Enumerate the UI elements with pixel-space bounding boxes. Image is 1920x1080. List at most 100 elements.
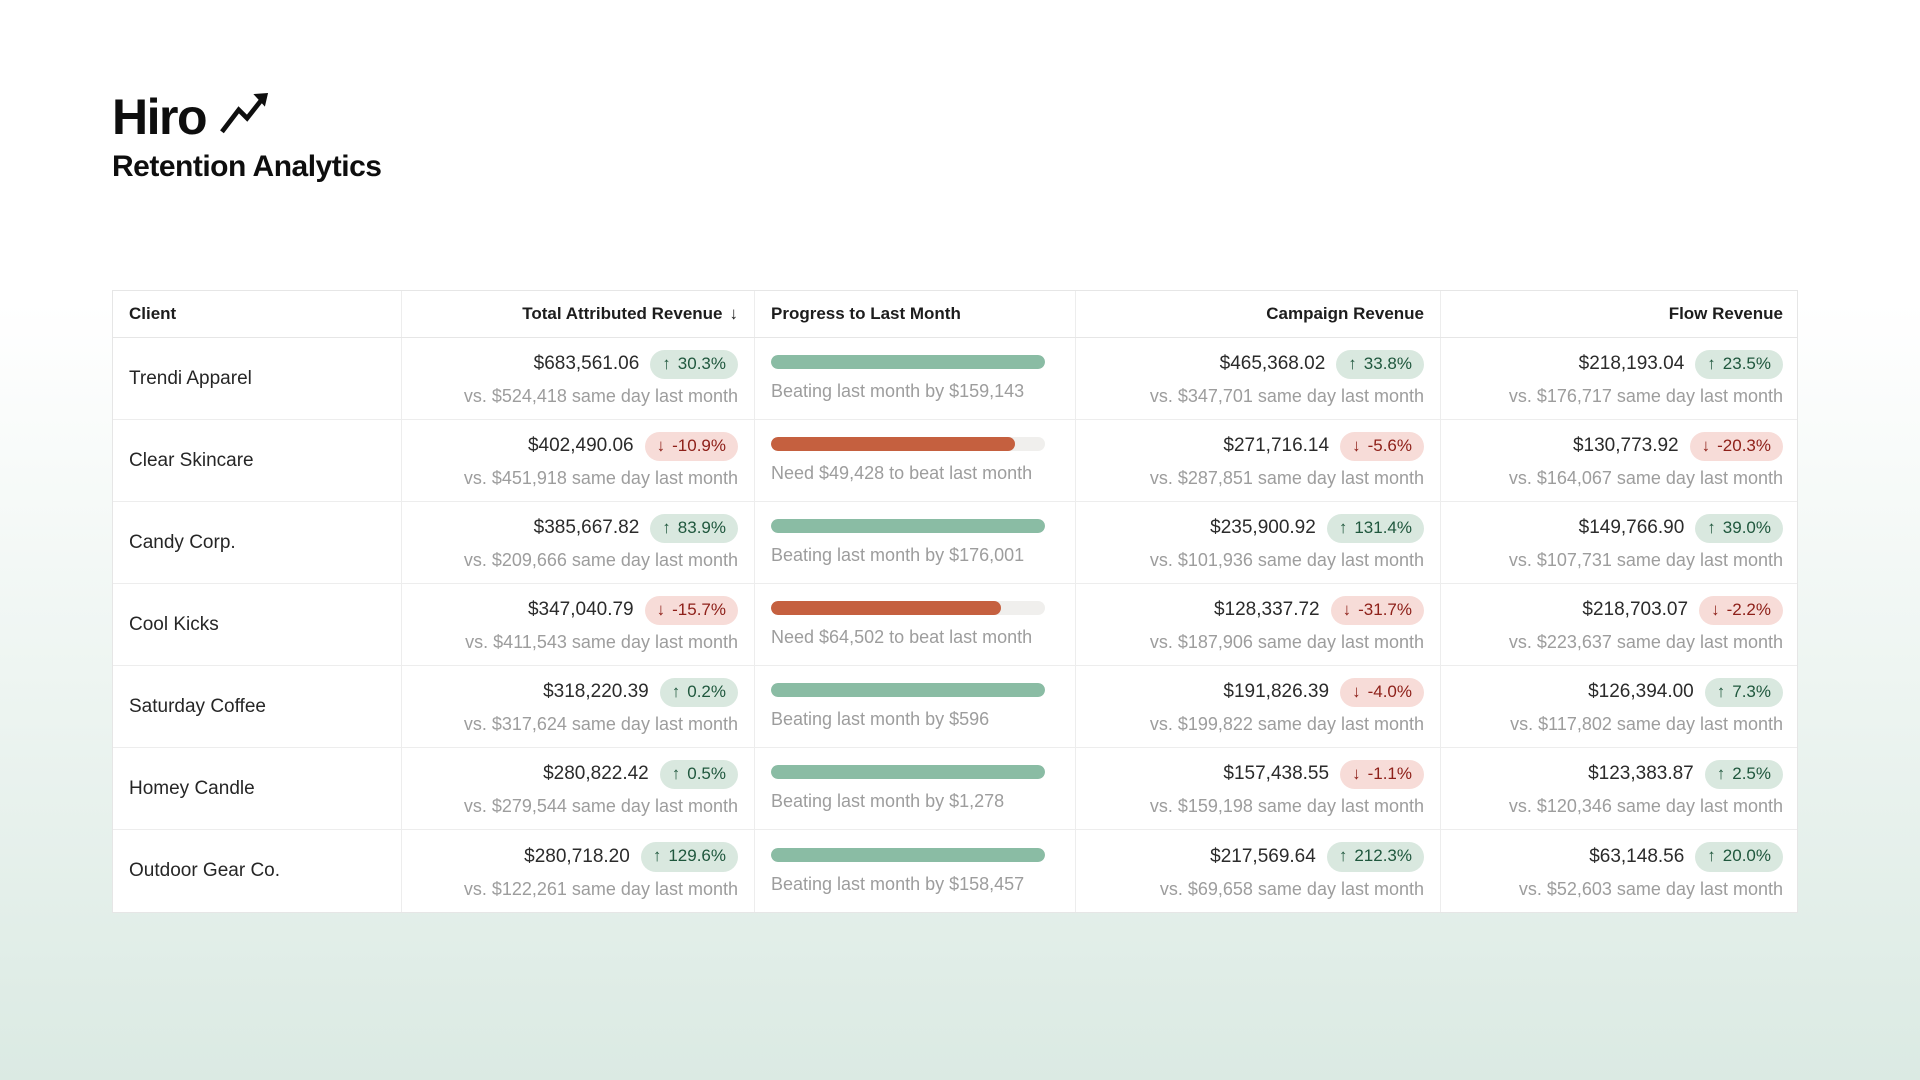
comparison-text: vs. $209,666 same day last month (463, 550, 738, 571)
sort-descending-icon[interactable]: ↓ (729, 304, 739, 323)
trend-down-icon: ↓ (1352, 435, 1361, 455)
amount-line: $218,703.07 ↓ -2.2% (1582, 595, 1783, 626)
amount-line: $235,900.92 ↑ 131.4% (1210, 513, 1424, 544)
column-header-campaign-revenue[interactable]: Campaign Revenue (1076, 291, 1441, 337)
comparison-text: vs. $176,717 same day last month (1508, 386, 1783, 407)
change-badge: ↑ 212.3% (1326, 842, 1424, 872)
change-percent: -15.7% (672, 599, 726, 619)
client-cell: Clear Skincare (113, 420, 402, 501)
trend-down-icon: ↓ (1352, 681, 1361, 701)
flow-revenue-cell: $63,148.56 ↑ 20.0% vs. $52,603 same day las… (1441, 830, 1799, 912)
flow-revenue-cell: $123,383.87 ↑ 2.5% vs. $120,346 same day la… (1441, 748, 1799, 829)
progress-cell: Need $49,428 to beat last month (755, 420, 1076, 501)
amount-line: $218,193.04 ↑ 23.5% (1578, 349, 1783, 380)
client-cell: Outdoor Gear Co. (113, 830, 402, 912)
trend-up-icon: ↑ (662, 353, 671, 373)
progress-bar (771, 683, 1045, 697)
progress-label: Beating last month by $596 (771, 709, 990, 729)
flow-revenue-cell: $218,703.07 ↓ -2.2% vs. $223,637 same day l… (1441, 584, 1799, 665)
column-header-client[interactable]: Client (113, 291, 402, 337)
total-attributed-revenue-cell: $318,220.39 ↑ 0.2% vs. $317,624 same day la… (402, 666, 755, 747)
progress-cell: Beating last month by $158,457 (755, 830, 1076, 912)
amount-line: $191,826.39 ↓ -4.0% (1223, 677, 1424, 708)
revenue-amount: $123,383.87 (1588, 763, 1694, 785)
change-badge: ↑ 30.3% (650, 349, 738, 380)
comparison-text: vs. $164,067 same day last month (1508, 468, 1783, 489)
change-percent: 7.3% (1732, 681, 1771, 701)
client-name: Saturday Coffee (129, 695, 266, 717)
progress-bar (771, 437, 1045, 451)
trend-up-icon: ↑ (1707, 846, 1716, 866)
total-attributed-revenue-cell: $347,040.79 ↓ -15.7% vs. $411,543 same day … (402, 584, 755, 665)
progress-bar-fill (771, 847, 1045, 862)
column-header-label: Campaign Revenue (1266, 304, 1424, 323)
amount-line: $157,438.55 ↓ -1.1% (1223, 759, 1424, 790)
campaign-revenue-cell: $191,826.39 ↓ -4.0% vs. $199,822 same day l… (1076, 666, 1441, 747)
total-attributed-revenue-cell: $683,561.06 ↑ 30.3% vs. $524,418 same day l… (402, 338, 755, 419)
comparison-text: vs. $101,936 same day last month (1149, 550, 1424, 571)
change-badge: ↑ 7.3% (1704, 677, 1783, 708)
trend-up-icon: ↑ (652, 846, 662, 866)
revenue-amount: $280,822.42 (543, 763, 649, 785)
amount-line: $149,766.90 ↑ 39.0% (1578, 513, 1783, 544)
revenue-amount: $128,337.72 (1213, 599, 1320, 621)
flow-revenue-cell: $149,766.90 ↑ 39.0% vs. $107,731 same day l… (1441, 502, 1799, 583)
table-row: Clear Skincare $402,490.06 ↓ -10.9% vs. $451… (113, 420, 1797, 502)
campaign-revenue-cell: $217,569.64 ↑ 212.3% vs. $69,658 same day l… (1076, 830, 1441, 912)
comparison-text: vs. $451,918 same day last month (463, 468, 738, 489)
column-header-total-attributed-revenue[interactable]: Total Attributed Revenue ↓ (402, 291, 755, 337)
revenue-amount: $271,716.14 (1223, 435, 1330, 457)
progress-bar (771, 355, 1045, 369)
campaign-revenue-cell: $157,438.55 ↓ -1.1% vs. $159,198 same day l… (1076, 748, 1441, 829)
change-badge: ↓ -2.2% (1699, 595, 1783, 626)
column-header-label: Flow Revenue (1668, 304, 1783, 323)
revenue-amount: $191,826.39 (1223, 681, 1330, 703)
revenue-amount: $218,703.07 (1582, 599, 1689, 621)
column-header-label: Client (129, 304, 177, 323)
total-attributed-revenue-cell: $280,822.42 ↑ 0.5% vs. $279,544 same day la… (402, 748, 755, 829)
change-percent: 83.9% (677, 517, 726, 537)
progress-label: Beating last month by $159,143 (771, 381, 1025, 401)
comparison-text: vs. $52,603 same day last month (1518, 878, 1783, 899)
trend-up-icon: ↑ (671, 681, 681, 701)
change-badge: ↑ 131.4% (1326, 513, 1424, 544)
revenue-amount: $130,773.92 (1572, 435, 1679, 457)
amount-line: $347,040.79 ↓ -15.7% (528, 595, 738, 626)
client-cell: Homey Candle (113, 748, 402, 829)
change-badge: ↓ -4.0% (1340, 677, 1424, 708)
progress-cell: Beating last month by $596 (755, 666, 1076, 747)
campaign-revenue-cell: $271,716.14 ↓ -5.6% vs. $287,851 same day l… (1076, 420, 1441, 501)
progress-label: Need $49,428 to beat last month (771, 463, 1033, 483)
change-percent: 23.5% (1722, 353, 1771, 373)
change-percent: 33.8% (1363, 353, 1412, 373)
amount-line: $271,716.14 ↓ -5.6% (1223, 431, 1424, 462)
table-row: Candy Corp. $385,667.82 ↑ 83.9% vs. $209,666… (113, 502, 1797, 584)
revenue-amount: $149,766.90 (1578, 517, 1685, 539)
amount-line: $130,773.92 ↓ -20.3% (1572, 431, 1783, 462)
progress-cell: Beating last month by $176,001 (755, 502, 1076, 583)
client-name: Homey Candle (129, 777, 255, 799)
comparison-text: vs. $524,418 same day last month (463, 386, 738, 407)
column-header-progress-to-last-month[interactable]: Progress to Last Month (755, 291, 1076, 337)
trending-up-icon (220, 93, 269, 134)
brand-header: Hiro Retention Analytics (112, 92, 382, 184)
progress-bar-fill (771, 601, 1002, 615)
revenue-amount: $218,193.04 (1578, 353, 1685, 375)
change-percent: -31.7% (1358, 599, 1412, 619)
table-row: Homey Candle $280,822.42 ↑ 0.5% vs. $279,544… (113, 748, 1797, 830)
trend-up-icon: ↑ (1338, 517, 1348, 537)
column-header-flow-revenue[interactable]: Flow Revenue (1441, 291, 1799, 337)
amount-line: $217,569.64 ↑ 212.3% (1210, 842, 1424, 872)
amount-line: $63,148.56 ↑ 20.0% (1589, 842, 1783, 872)
change-percent: -20.3% (1717, 435, 1771, 455)
campaign-revenue-cell: $235,900.92 ↑ 131.4% vs. $101,936 same day … (1076, 502, 1441, 583)
change-percent: 20.0% (1722, 846, 1771, 866)
trend-up-icon: ↑ (1716, 681, 1726, 701)
column-header-label: Total Attributed Revenue (522, 304, 723, 323)
change-percent: 2.5% (1732, 763, 1771, 783)
comparison-text: vs. $317,624 same day last month (463, 714, 738, 735)
client-cell: Saturday Coffee (113, 666, 402, 747)
revenue-amount: $217,569.64 (1210, 845, 1316, 867)
change-percent: -5.6% (1367, 435, 1412, 455)
comparison-text: vs. $187,906 same day last month (1149, 632, 1424, 653)
